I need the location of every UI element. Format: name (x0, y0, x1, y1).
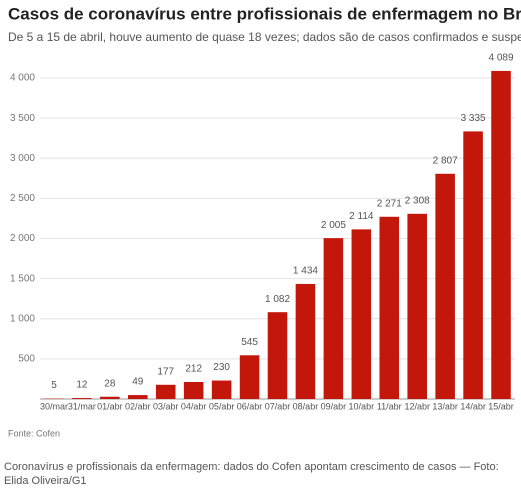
value-label: 2 308 (405, 195, 430, 206)
chart: Casos de coronavírus entre profissionais… (8, 4, 521, 438)
x-tick-label: 30/mar (40, 401, 68, 411)
bar (183, 381, 204, 399)
bar (407, 213, 427, 399)
bar (155, 384, 176, 399)
bar (379, 216, 400, 399)
bar (351, 229, 372, 399)
x-tick-label: 08/abr (293, 401, 319, 411)
x-tick-label: 14/abr (460, 401, 486, 411)
x-tick-label: 15/abr (488, 401, 514, 411)
value-label: 49 (132, 377, 144, 388)
source: Fonte: Cofen (8, 428, 60, 438)
bar (323, 238, 344, 399)
x-tick-label: 10/abr (349, 401, 375, 411)
value-label: 2 271 (377, 198, 402, 209)
chart-title: Casos de coronavírus entre profissionais… (8, 4, 521, 23)
bar (463, 131, 483, 400)
value-label: 1 082 (265, 294, 290, 305)
value-label: 2 005 (321, 220, 346, 231)
bar (100, 396, 120, 399)
y-tick-label: 3 000 (10, 153, 35, 164)
x-tick-label: 01/abr (97, 401, 123, 411)
value-label: 12 (76, 380, 88, 391)
caption: Coronavírus e profissionais da enfermage… (4, 461, 499, 487)
x-tick-label: 09/abr (321, 401, 347, 411)
x-tick-label: 07/abr (265, 401, 291, 411)
y-tick-label: 2 500 (10, 193, 35, 204)
value-label: 2 114 (349, 211, 374, 222)
value-label: 2 807 (433, 155, 458, 166)
x-tick-label: 12/abr (404, 401, 430, 411)
x-tick-label: 05/abr (209, 401, 235, 411)
value-label: 3 335 (461, 113, 486, 124)
bar (267, 312, 288, 399)
x-tick-label: 02/abr (125, 401, 151, 411)
value-label: 212 (185, 364, 202, 375)
bar (72, 398, 92, 399)
x-tick-label: 03/abr (153, 401, 179, 411)
x-tick-label: 06/abr (237, 401, 263, 411)
value-label: 4 089 (489, 53, 514, 64)
y-tick-label: 4 000 (10, 73, 35, 84)
value-label: 5 (51, 380, 57, 391)
bar (128, 395, 148, 399)
bar (239, 355, 260, 399)
x-tick-label: 31/mar (68, 401, 96, 411)
y-tick-label: 1 500 (10, 273, 35, 284)
y-tick-label: 500 (18, 354, 35, 365)
bar (435, 173, 455, 399)
bar (295, 283, 316, 399)
value-label: 230 (213, 362, 230, 373)
value-label: 28 (104, 378, 116, 389)
value-label: 545 (241, 337, 258, 348)
y-tick-label: 1 000 (10, 313, 35, 324)
bar (211, 380, 232, 399)
x-tick-label: 04/abr (181, 401, 207, 411)
x-tick-label: 13/abr (432, 401, 458, 411)
x-tick-label: 11/abr (377, 401, 402, 411)
value-label: 1 434 (293, 266, 318, 277)
chart-subtitle: De 5 a 15 de abril, houve aumento de qua… (8, 30, 521, 44)
value-label: 177 (157, 366, 174, 377)
y-tick-label: 2 000 (10, 233, 35, 244)
y-tick-label: 3 500 (10, 113, 35, 124)
bar (491, 70, 511, 400)
